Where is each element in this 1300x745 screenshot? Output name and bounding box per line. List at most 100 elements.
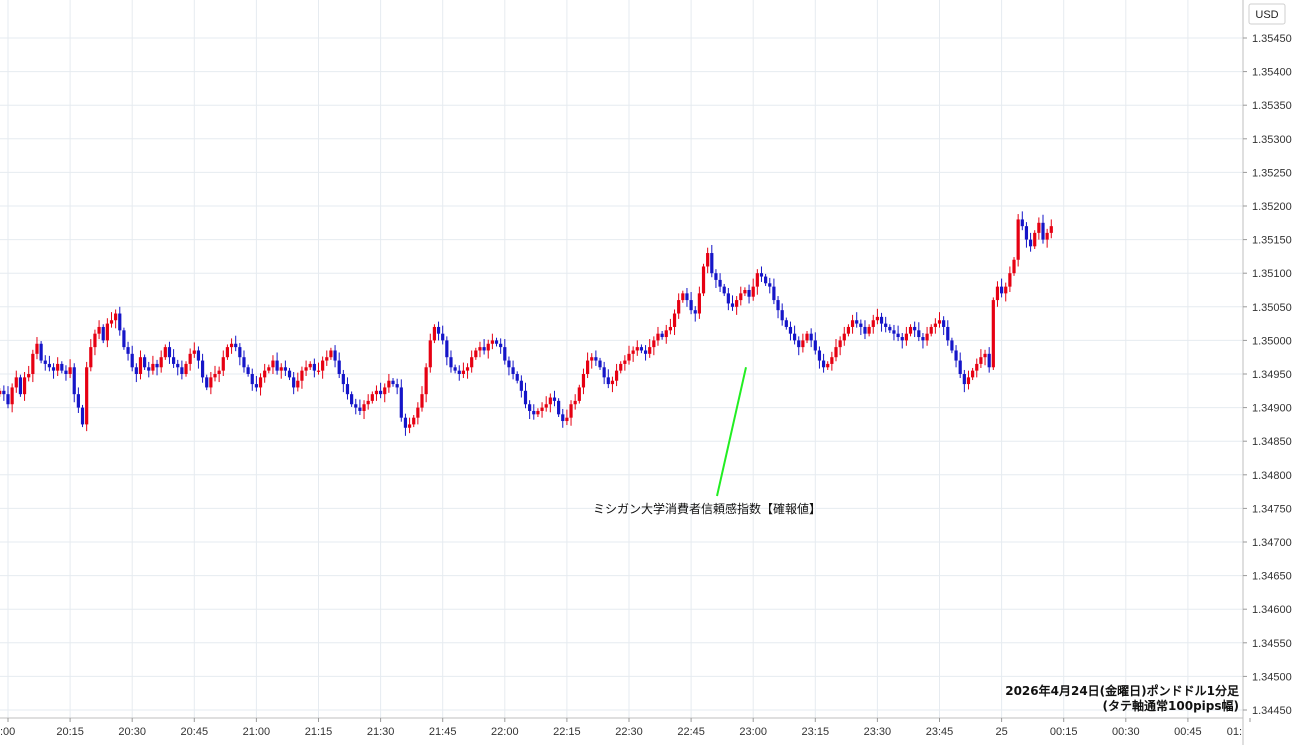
candle-body bbox=[846, 326, 851, 334]
currency-label: USD bbox=[1248, 3, 1286, 25]
candle-body bbox=[72, 367, 76, 395]
candle-body bbox=[441, 333, 445, 341]
candle-body bbox=[217, 370, 221, 374]
x-tick-label: 00:45 bbox=[1174, 726, 1202, 738]
chart-note-line2: (タテ軸通常100pips幅) bbox=[1103, 698, 1239, 713]
candle-body bbox=[432, 326, 437, 341]
candle-body bbox=[817, 350, 822, 361]
candle-body bbox=[250, 374, 254, 385]
candle-body bbox=[31, 353, 35, 374]
candle-body bbox=[354, 404, 358, 408]
candle-body bbox=[188, 353, 192, 364]
candle-body bbox=[1016, 219, 1020, 260]
x-tick-label: 20:15 bbox=[56, 726, 84, 738]
candle-body bbox=[834, 347, 838, 358]
candle-body bbox=[855, 320, 859, 324]
candle-body bbox=[403, 417, 408, 428]
currency-label-box bbox=[1248, 3, 1286, 25]
y-tick-label: 1.34550 bbox=[1252, 638, 1292, 650]
candle-body bbox=[18, 377, 23, 395]
candle-body bbox=[258, 377, 263, 388]
y-tick-label: 1.34950 bbox=[1252, 369, 1292, 381]
candle-body bbox=[755, 273, 759, 287]
candle-body bbox=[805, 333, 809, 341]
candle-body bbox=[656, 333, 660, 341]
candle-body bbox=[614, 370, 619, 381]
candle-body bbox=[316, 370, 321, 372]
candle-body bbox=[991, 300, 995, 368]
candle-body bbox=[983, 353, 987, 358]
candle-body bbox=[453, 367, 457, 371]
candle-body bbox=[1041, 222, 1045, 240]
candle-body bbox=[1045, 232, 1049, 240]
candle-body bbox=[652, 340, 656, 348]
candle-body bbox=[494, 340, 499, 344]
x-tick-label: 23:15 bbox=[802, 726, 830, 738]
candle-body bbox=[528, 404, 532, 411]
candle-body bbox=[283, 367, 287, 371]
candle-body bbox=[888, 326, 892, 331]
candle-body bbox=[151, 363, 155, 371]
x-tick-label: 00:30 bbox=[1112, 726, 1140, 738]
candle-body bbox=[64, 370, 68, 374]
y-tick-label: 1.35050 bbox=[1252, 302, 1292, 314]
candle-body bbox=[329, 350, 333, 358]
candle-body bbox=[474, 350, 478, 358]
candle-body bbox=[172, 357, 176, 364]
candle-body bbox=[51, 367, 56, 371]
candle-body bbox=[0, 390, 2, 395]
candle-body bbox=[557, 400, 561, 415]
candle-body bbox=[896, 333, 900, 338]
candle-body bbox=[465, 367, 470, 371]
candle-body bbox=[10, 387, 14, 405]
candle-body bbox=[180, 367, 184, 374]
candle-body bbox=[147, 367, 151, 371]
x-tick-label: 22:00 bbox=[491, 726, 519, 738]
y-tick-label: 1.34450 bbox=[1252, 705, 1292, 717]
candle-body bbox=[39, 343, 43, 361]
candle-body bbox=[304, 367, 308, 371]
x-tick-label: 21:00 bbox=[243, 726, 271, 738]
candle-body bbox=[875, 316, 879, 321]
candle-body bbox=[80, 407, 85, 425]
candle-body bbox=[312, 363, 316, 371]
candle-body bbox=[797, 340, 801, 348]
candle-body bbox=[643, 350, 648, 354]
y-tick-label: 1.34500 bbox=[1252, 671, 1292, 683]
candle-body bbox=[764, 276, 768, 284]
candle-body bbox=[184, 363, 188, 374]
candle-body bbox=[768, 283, 772, 287]
candle-body bbox=[114, 313, 118, 321]
candle-body bbox=[962, 374, 966, 385]
candle-body bbox=[809, 333, 813, 341]
candle-body bbox=[428, 340, 432, 368]
candle-body bbox=[565, 417, 569, 422]
candle-body bbox=[722, 286, 726, 294]
candle-body bbox=[1008, 273, 1012, 287]
candle-body bbox=[275, 360, 279, 371]
candle-body bbox=[478, 347, 482, 351]
candle-body bbox=[900, 337, 904, 341]
y-tick-label: 1.35350 bbox=[1252, 100, 1292, 112]
candle-body bbox=[486, 343, 490, 351]
candle-body bbox=[461, 370, 465, 374]
candle-body bbox=[689, 300, 693, 311]
candle-body bbox=[122, 330, 126, 348]
candle-body bbox=[1024, 226, 1029, 240]
x-tick-label: 20:45 bbox=[181, 726, 209, 738]
candle-body bbox=[958, 360, 962, 374]
y-tick-label: 1.34800 bbox=[1252, 470, 1292, 482]
candle-body bbox=[118, 313, 122, 331]
y-tick-label: 1.34650 bbox=[1252, 571, 1292, 583]
candle-body bbox=[138, 357, 143, 374]
candles bbox=[0, 211, 1053, 436]
candle-body bbox=[929, 326, 933, 334]
annotation-line bbox=[716, 367, 747, 497]
candle-body bbox=[238, 347, 242, 358]
candle-body bbox=[221, 357, 225, 371]
candle-body bbox=[544, 404, 548, 408]
candle-body bbox=[134, 367, 138, 374]
candle-body bbox=[155, 363, 159, 368]
candle-body bbox=[685, 293, 689, 301]
